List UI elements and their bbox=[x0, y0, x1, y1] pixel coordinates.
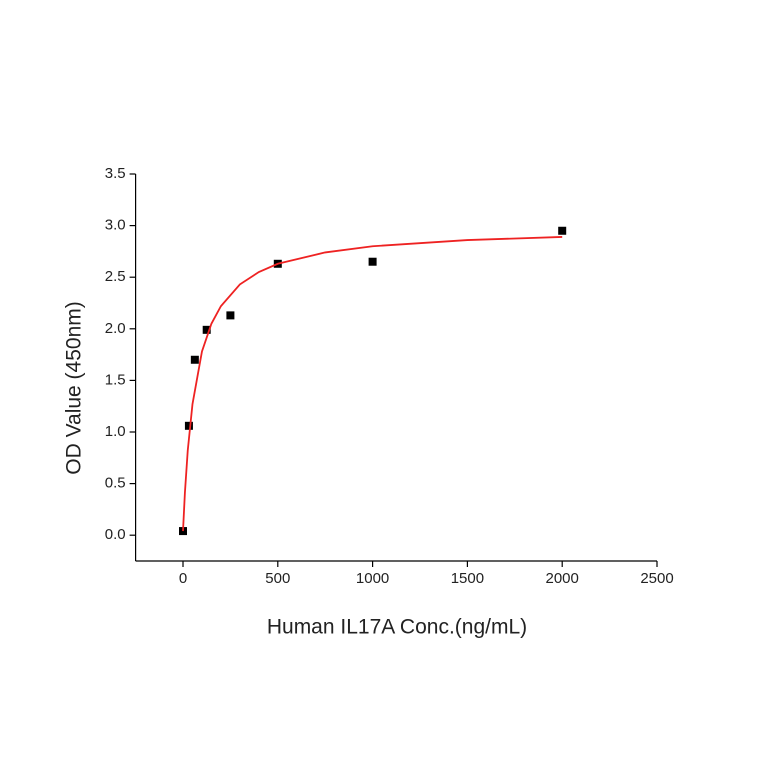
y-axis-title: OD Value (450nm) bbox=[63, 301, 86, 475]
y-tick-label: 2.0 bbox=[105, 320, 126, 337]
y-tick-label: 0.0 bbox=[105, 526, 126, 543]
y-tick-label: 1.0 bbox=[105, 423, 126, 440]
fit-curve bbox=[182, 236, 563, 532]
x-tick-label: 1500 bbox=[451, 570, 484, 587]
y-tick-label: 3.5 bbox=[105, 165, 126, 182]
y-tick-label: 2.5 bbox=[105, 268, 126, 285]
data-point bbox=[368, 257, 377, 266]
y-tick-label: 3.0 bbox=[105, 217, 126, 234]
x-tick-label: 1000 bbox=[356, 570, 389, 587]
data-point bbox=[202, 325, 211, 334]
y-tick-label: 1.5 bbox=[105, 371, 126, 388]
x-tick-label: 0 bbox=[179, 570, 187, 587]
x-tick-label: 2000 bbox=[546, 570, 579, 587]
y-tick-label: 0.5 bbox=[105, 475, 126, 492]
data-point bbox=[184, 421, 193, 430]
x-axis-title: Human IL17A Conc.(ng/mL) bbox=[267, 616, 527, 639]
data-point bbox=[190, 355, 199, 364]
data-point bbox=[558, 226, 567, 235]
x-tick-label: 500 bbox=[265, 570, 290, 587]
x-tick-label: 2500 bbox=[640, 570, 673, 587]
data-point bbox=[226, 311, 235, 320]
